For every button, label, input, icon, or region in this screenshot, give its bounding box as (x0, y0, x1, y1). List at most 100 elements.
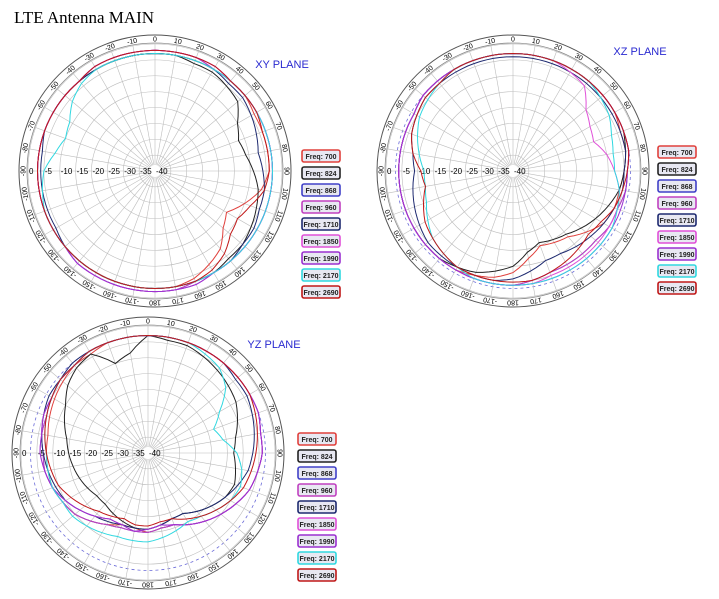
grid-spoke (515, 176, 578, 283)
legend-label: Freq: 700 (305, 154, 336, 161)
legend-item (301, 234, 341, 248)
grid-spoke (103, 458, 147, 574)
legend-item (301, 251, 341, 265)
grid-spoke (468, 50, 512, 166)
angle-label: 50 (608, 82, 618, 93)
angle-label: -50 (407, 81, 419, 93)
ring-label: -20 (451, 167, 463, 176)
ring-label: -10 (61, 167, 73, 176)
grid-spoke (386, 171, 508, 194)
grid-spoke (149, 332, 193, 448)
grid-spoke (132, 44, 155, 166)
ring-label: -15 (77, 167, 89, 176)
grid-spoke (103, 332, 147, 448)
ring-label: -20 (93, 167, 105, 176)
angle-label: 120 (620, 230, 632, 244)
legend-item (297, 449, 337, 463)
legend-label: Freq: 1850 (303, 239, 338, 246)
angle-label: 20 (553, 43, 563, 52)
grid-spoke (160, 173, 267, 236)
ring-label: 0 (387, 167, 392, 176)
grid-spoke (386, 148, 508, 171)
ring-label: -5 (45, 167, 53, 176)
legend-item (297, 517, 337, 531)
grid-spoke (150, 458, 213, 565)
grid-spoke (153, 453, 275, 476)
ring-label: -35 (498, 167, 510, 176)
grid-spoke (152, 456, 247, 536)
legend-label: Freq: 1990 (659, 252, 694, 259)
angle-label: -30 (76, 334, 88, 345)
grid-spoke (414, 88, 509, 168)
angle-label: 180 (142, 581, 154, 588)
legend-label: Freq: 1850 (299, 522, 334, 529)
angle-label: -40 (58, 347, 70, 359)
grid-spoke (28, 148, 150, 171)
angle-label: 80 (273, 426, 281, 435)
grid-spoke (148, 458, 171, 580)
series-line-824 (398, 52, 627, 273)
grid-spoke (155, 44, 178, 166)
angle-label: 70 (631, 121, 640, 131)
legend-label: Freq: 2170 (303, 273, 338, 280)
angle-label: 160 (193, 289, 206, 300)
legend-item (657, 196, 697, 210)
angle-label: -160 (102, 288, 118, 299)
angle-label: 60 (256, 382, 266, 392)
grid-spoke (414, 174, 509, 254)
angle-label: 120 (255, 512, 267, 526)
angle-label: -90 (14, 448, 21, 458)
angle-label: 0 (146, 319, 150, 326)
outer-ring (11, 316, 285, 590)
ring-label: -25 (108, 167, 120, 176)
grid-spoke (160, 148, 282, 171)
legend-label: Freq: 1710 (299, 505, 334, 512)
angle-label: 40 (592, 65, 603, 75)
legend-label: Freq: 2170 (659, 269, 694, 276)
grid-spoke (157, 59, 220, 166)
angle-label: -40 (65, 65, 77, 77)
ring-label: -10 (54, 449, 66, 458)
angle-label: -100 (14, 468, 23, 483)
grid-spoke (517, 88, 612, 168)
legend-item (301, 217, 341, 231)
angle-label: -110 (26, 208, 37, 223)
legend-item (301, 166, 341, 180)
grid-spoke (65, 354, 145, 449)
plane-label: XY PLANE (255, 59, 309, 71)
grid-spoke (21, 453, 143, 476)
ring-label: -40 (149, 449, 161, 458)
angle-label: 10 (531, 38, 540, 46)
grid-spoke (401, 173, 508, 236)
legend-item (657, 213, 697, 227)
angle-label: 100 (280, 187, 289, 200)
legend-label: Freq: 868 (305, 188, 336, 195)
angle-label: 0 (511, 37, 515, 44)
angle-label: 30 (215, 53, 225, 63)
legend-item (301, 183, 341, 197)
angle-label: 90 (641, 167, 648, 175)
angle-label: 160 (186, 571, 199, 582)
grid-spoke (132, 176, 155, 298)
angle-label: 60 (263, 100, 273, 110)
grid-spoke (430, 175, 510, 270)
angle-label: -40 (423, 65, 435, 77)
legend-item (301, 285, 341, 299)
legend-item (657, 230, 697, 244)
angle-label: -110 (19, 490, 30, 505)
legend-label: Freq: 960 (305, 205, 336, 212)
angle-label: -70 (20, 402, 30, 414)
grid-spoke (125, 326, 148, 448)
angle-label: 80 (280, 144, 288, 153)
grid-spoke (490, 44, 513, 166)
angle-label: 130 (249, 248, 262, 262)
grid-spoke (56, 88, 151, 168)
legend-label: Freq: 2170 (299, 556, 334, 563)
legend-label: Freq: 700 (661, 150, 692, 157)
grid-spoke (518, 126, 634, 170)
angle-label: 150 (207, 560, 221, 572)
grid-spoke (518, 148, 640, 171)
angle-label: 10 (173, 38, 182, 46)
grid-spoke (90, 59, 153, 166)
